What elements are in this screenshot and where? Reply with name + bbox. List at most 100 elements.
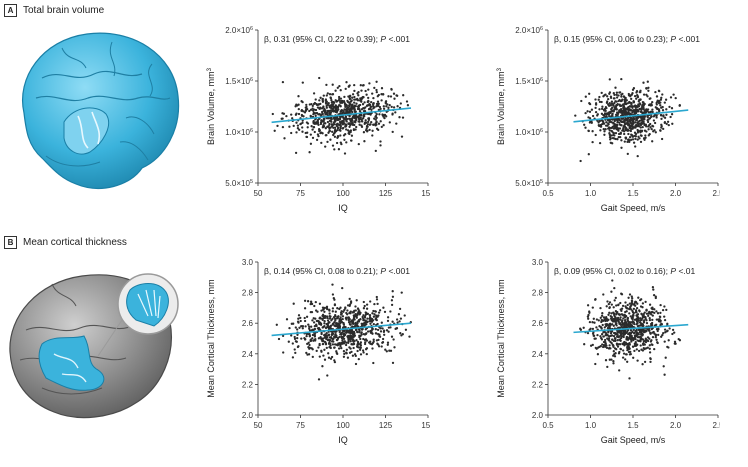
data-point (600, 112, 604, 115)
data-point (355, 316, 358, 319)
data-point (609, 103, 612, 107)
data-point (349, 300, 353, 303)
data-point (360, 331, 363, 334)
data-point (622, 109, 626, 113)
y-tick-exponent: 5 (540, 179, 543, 185)
data-point (319, 122, 323, 126)
data-point (591, 332, 595, 335)
data-point (603, 318, 606, 321)
data-point (335, 338, 339, 342)
data-point (328, 312, 331, 315)
data-point (615, 100, 618, 103)
data-point (584, 111, 587, 115)
data-point (395, 94, 398, 97)
data-point (603, 330, 606, 334)
annotation-text: β, 0.09 (95% CI, 0.02 to 0.16); P <.01 (554, 266, 695, 276)
data-point (654, 90, 657, 94)
data-point (627, 132, 630, 136)
data-point (634, 126, 637, 129)
data-point (323, 122, 326, 125)
data-point (642, 137, 646, 140)
panel-b-header: B Mean cortical thickness (4, 236, 127, 249)
data-point (301, 81, 304, 84)
data-point (392, 92, 396, 95)
data-point (321, 342, 325, 346)
data-point (348, 321, 351, 324)
data-point (336, 307, 339, 310)
data-point (627, 94, 631, 97)
data-point (647, 128, 650, 131)
data-point (613, 119, 616, 122)
data-point (660, 323, 664, 326)
data-point (593, 321, 596, 324)
data-point (382, 107, 386, 110)
data-point (338, 335, 341, 339)
data-point (628, 331, 631, 335)
data-point (355, 299, 358, 302)
data-point (602, 335, 605, 338)
data-point (356, 99, 360, 102)
data-point (633, 110, 636, 114)
data-point (314, 118, 317, 121)
scatter-points (579, 279, 682, 380)
data-point (321, 132, 324, 135)
data-point (609, 317, 613, 320)
data-point (333, 298, 336, 301)
x-tick-label: 50 (254, 189, 263, 198)
data-point (293, 335, 296, 339)
data-point (624, 98, 627, 101)
data-point (326, 140, 329, 144)
data-point (670, 107, 674, 110)
data-point (327, 102, 330, 105)
data-point (328, 109, 331, 113)
data-point (313, 334, 316, 337)
data-point (325, 133, 328, 137)
data-point (355, 102, 358, 105)
data-point (324, 342, 328, 345)
data-point (379, 140, 382, 143)
data-point (344, 306, 347, 309)
data-point (331, 338, 334, 341)
data-point (659, 113, 663, 117)
data-point (363, 304, 366, 308)
data-point (348, 323, 352, 326)
data-point (357, 94, 360, 97)
data-point (615, 91, 619, 94)
data-point (361, 327, 364, 331)
data-point (364, 106, 367, 109)
data-point (619, 347, 622, 351)
data-point (597, 319, 600, 322)
data-point (587, 129, 590, 133)
data-point (659, 319, 662, 322)
data-point (608, 101, 611, 105)
data-point (619, 135, 622, 139)
data-point (331, 343, 335, 346)
data-point (308, 346, 312, 350)
data-point (363, 338, 367, 342)
y-axis-label: Brain Volume, mm3 (496, 67, 506, 145)
data-point (348, 317, 351, 321)
data-point (636, 110, 640, 113)
data-point (678, 104, 681, 107)
data-point (641, 328, 645, 332)
data-point (347, 95, 350, 98)
data-point (617, 303, 620, 306)
data-point (610, 342, 613, 345)
data-point (630, 329, 633, 332)
data-point (377, 338, 380, 342)
data-point (342, 126, 345, 130)
data-point (640, 318, 643, 322)
data-point (390, 299, 394, 302)
data-point (650, 343, 653, 346)
data-point (304, 109, 308, 112)
data-point (374, 118, 377, 121)
data-point (349, 120, 353, 123)
data-point (628, 307, 632, 310)
data-point (329, 325, 332, 328)
data-point (607, 97, 610, 101)
data-point (617, 335, 621, 338)
data-point (292, 124, 295, 128)
data-point (374, 123, 377, 126)
data-point (621, 356, 625, 359)
data-point (652, 130, 655, 133)
